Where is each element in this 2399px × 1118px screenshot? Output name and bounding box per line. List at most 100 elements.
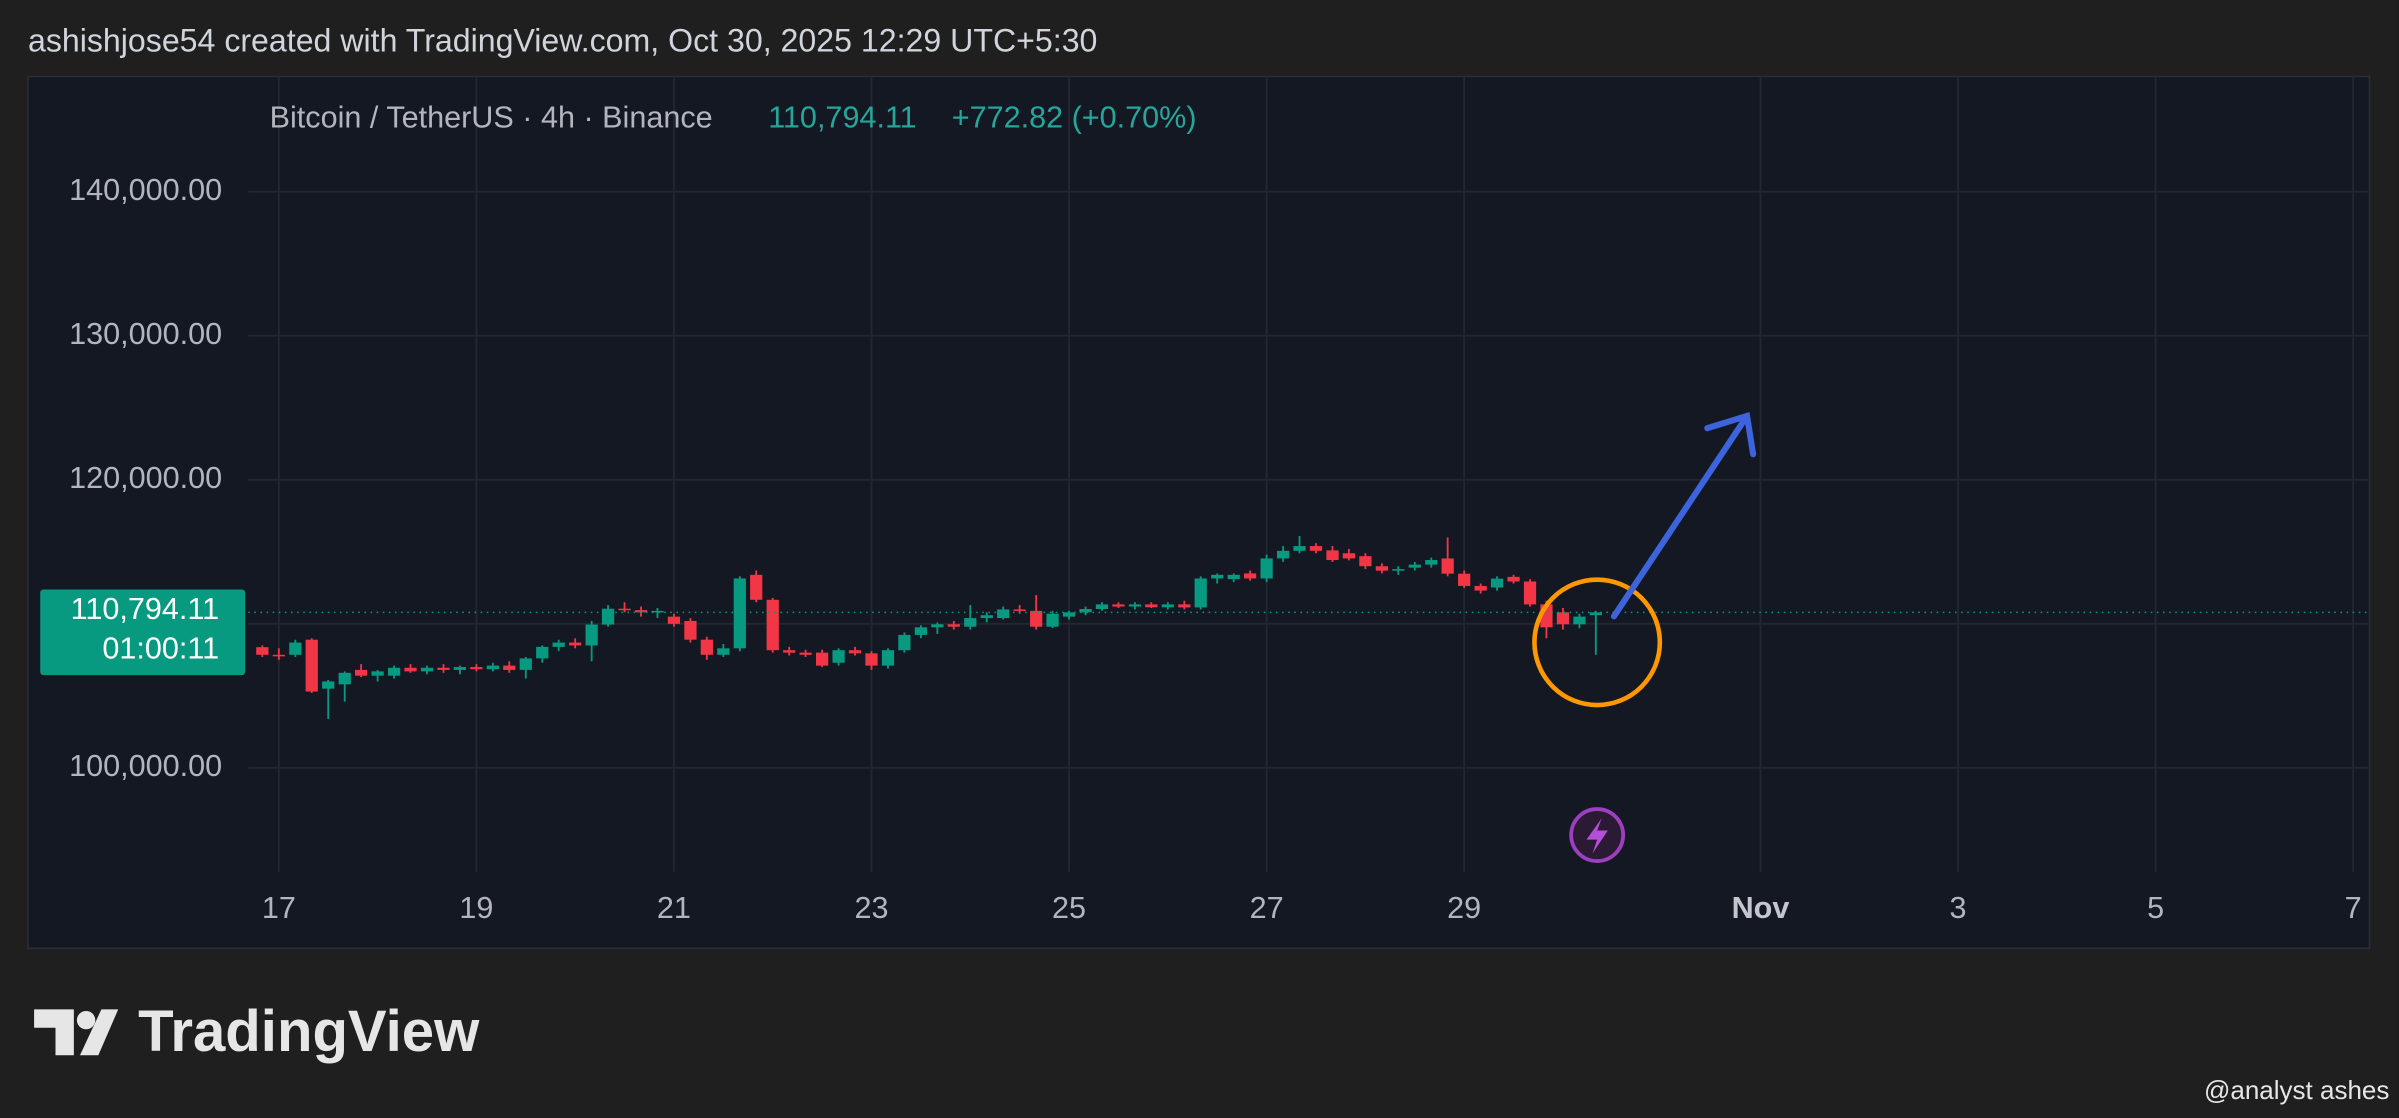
price-tag-box (40, 589, 246, 676)
x-tick-label: 7 (2345, 891, 2362, 925)
candle-body (914, 627, 927, 635)
candle-body (338, 672, 351, 685)
candle-body (947, 624, 960, 627)
candle-body (371, 671, 384, 676)
y-tick-label: 100,000.00 (69, 749, 222, 783)
highlight-circle (1532, 577, 1663, 708)
legend-price: 110,794.11 (768, 100, 917, 134)
candle-body (1375, 566, 1388, 571)
candle-body (601, 608, 615, 625)
candle-body (1079, 608, 1092, 613)
event-icon[interactable] (1569, 807, 1626, 863)
candle-body (1112, 604, 1125, 607)
candle-body (1013, 609, 1026, 611)
candle-body (1161, 604, 1174, 608)
tv-logo-text: TradingView (138, 999, 480, 1064)
candle-body (1589, 612, 1602, 616)
candle-body (1507, 576, 1520, 582)
x-tick-label: 23 (854, 891, 888, 925)
grid (248, 76, 2368, 872)
candle-body (1556, 612, 1570, 625)
candle-body (750, 574, 763, 600)
watermark: @analyst ashes (2204, 1075, 2389, 1105)
candle-body (651, 610, 664, 613)
candle-body (1490, 578, 1504, 588)
price-tag: 110,794.11 01:00:11 (40, 589, 246, 676)
candle-body (1474, 585, 1487, 591)
x-tick-label: Nov (1732, 891, 1790, 925)
candle-body (305, 639, 318, 692)
candle-body (964, 618, 977, 627)
tv-logo-mark (34, 1009, 119, 1056)
candle-body (453, 667, 467, 670)
legend-title: Bitcoin / TetherUS · 4h · Binance (270, 100, 713, 134)
candle-body (1227, 574, 1240, 580)
candle-body (470, 667, 483, 670)
x-tick-label: 21 (657, 891, 691, 925)
y-tick-label: 120,000.00 (69, 461, 222, 495)
candle-body (1523, 581, 1537, 605)
candle-body (1211, 574, 1224, 579)
candle-body (1128, 604, 1142, 607)
candle-body (1145, 604, 1158, 608)
candle-body (618, 608, 631, 611)
candle-body (1458, 573, 1471, 586)
candle-body (1326, 550, 1339, 561)
arrow (1610, 412, 1757, 620)
candle-body (783, 650, 796, 653)
candle-body (1260, 558, 1273, 579)
candles (248, 535, 2368, 719)
candle-body (634, 610, 648, 613)
candle-body (717, 648, 730, 655)
candle-body (997, 609, 1010, 619)
x-tick-label: 27 (1250, 891, 1284, 925)
y-tick-label: 130,000.00 (69, 317, 222, 351)
candle-body (1573, 616, 1586, 625)
candle-body (865, 653, 878, 666)
candle-body (766, 599, 779, 651)
candle-body (1276, 550, 1290, 559)
candle-body (552, 642, 565, 647)
legend-change: +772.82 (+0.70%) (952, 100, 1197, 134)
candle-body (1178, 604, 1191, 608)
price-tag-price: 110,794.11 (71, 592, 220, 626)
candle-body (881, 650, 895, 666)
candle-body (1408, 564, 1421, 568)
candle-body (848, 650, 862, 654)
candle-body (519, 658, 532, 670)
candle-body (322, 681, 335, 689)
candle-body (486, 665, 499, 670)
candle-body (404, 667, 417, 672)
candle-body (700, 639, 713, 655)
candle-body (503, 665, 516, 670)
candle-body (1425, 560, 1438, 565)
candle-body (1046, 613, 1059, 627)
axes: 17 19 21 23 25 27 29 Nov 3 5 7 100,000.00 120,000.00… (69, 173, 2362, 925)
candle-body (420, 667, 434, 672)
candle-body (1095, 604, 1109, 609)
candle-body (898, 634, 911, 651)
candle-body (799, 652, 812, 655)
candle-body (387, 667, 401, 676)
candle-body (1309, 546, 1323, 551)
candle-body (354, 669, 368, 676)
x-tick-label: 3 (1950, 891, 1967, 925)
candle-body (733, 578, 746, 649)
candle-body (684, 620, 697, 640)
x-tick-label: 17 (262, 891, 296, 925)
x-tick-label: 19 (459, 891, 493, 925)
x-tick-label: 29 (1447, 891, 1481, 925)
x-tick-label: 5 (2147, 891, 2164, 925)
candle-body (272, 654, 285, 657)
candle-body (437, 667, 450, 670)
y-tick-label: 140,000.00 (69, 173, 222, 207)
chart-panel (27, 75, 2371, 949)
candle-body (1030, 610, 1043, 627)
candle-body (256, 647, 269, 655)
candle-body (1392, 569, 1405, 571)
candle-body (569, 642, 582, 646)
x-tick-label: 25 (1052, 891, 1086, 925)
candle-body (1342, 553, 1356, 559)
candle-body (1062, 612, 1076, 617)
